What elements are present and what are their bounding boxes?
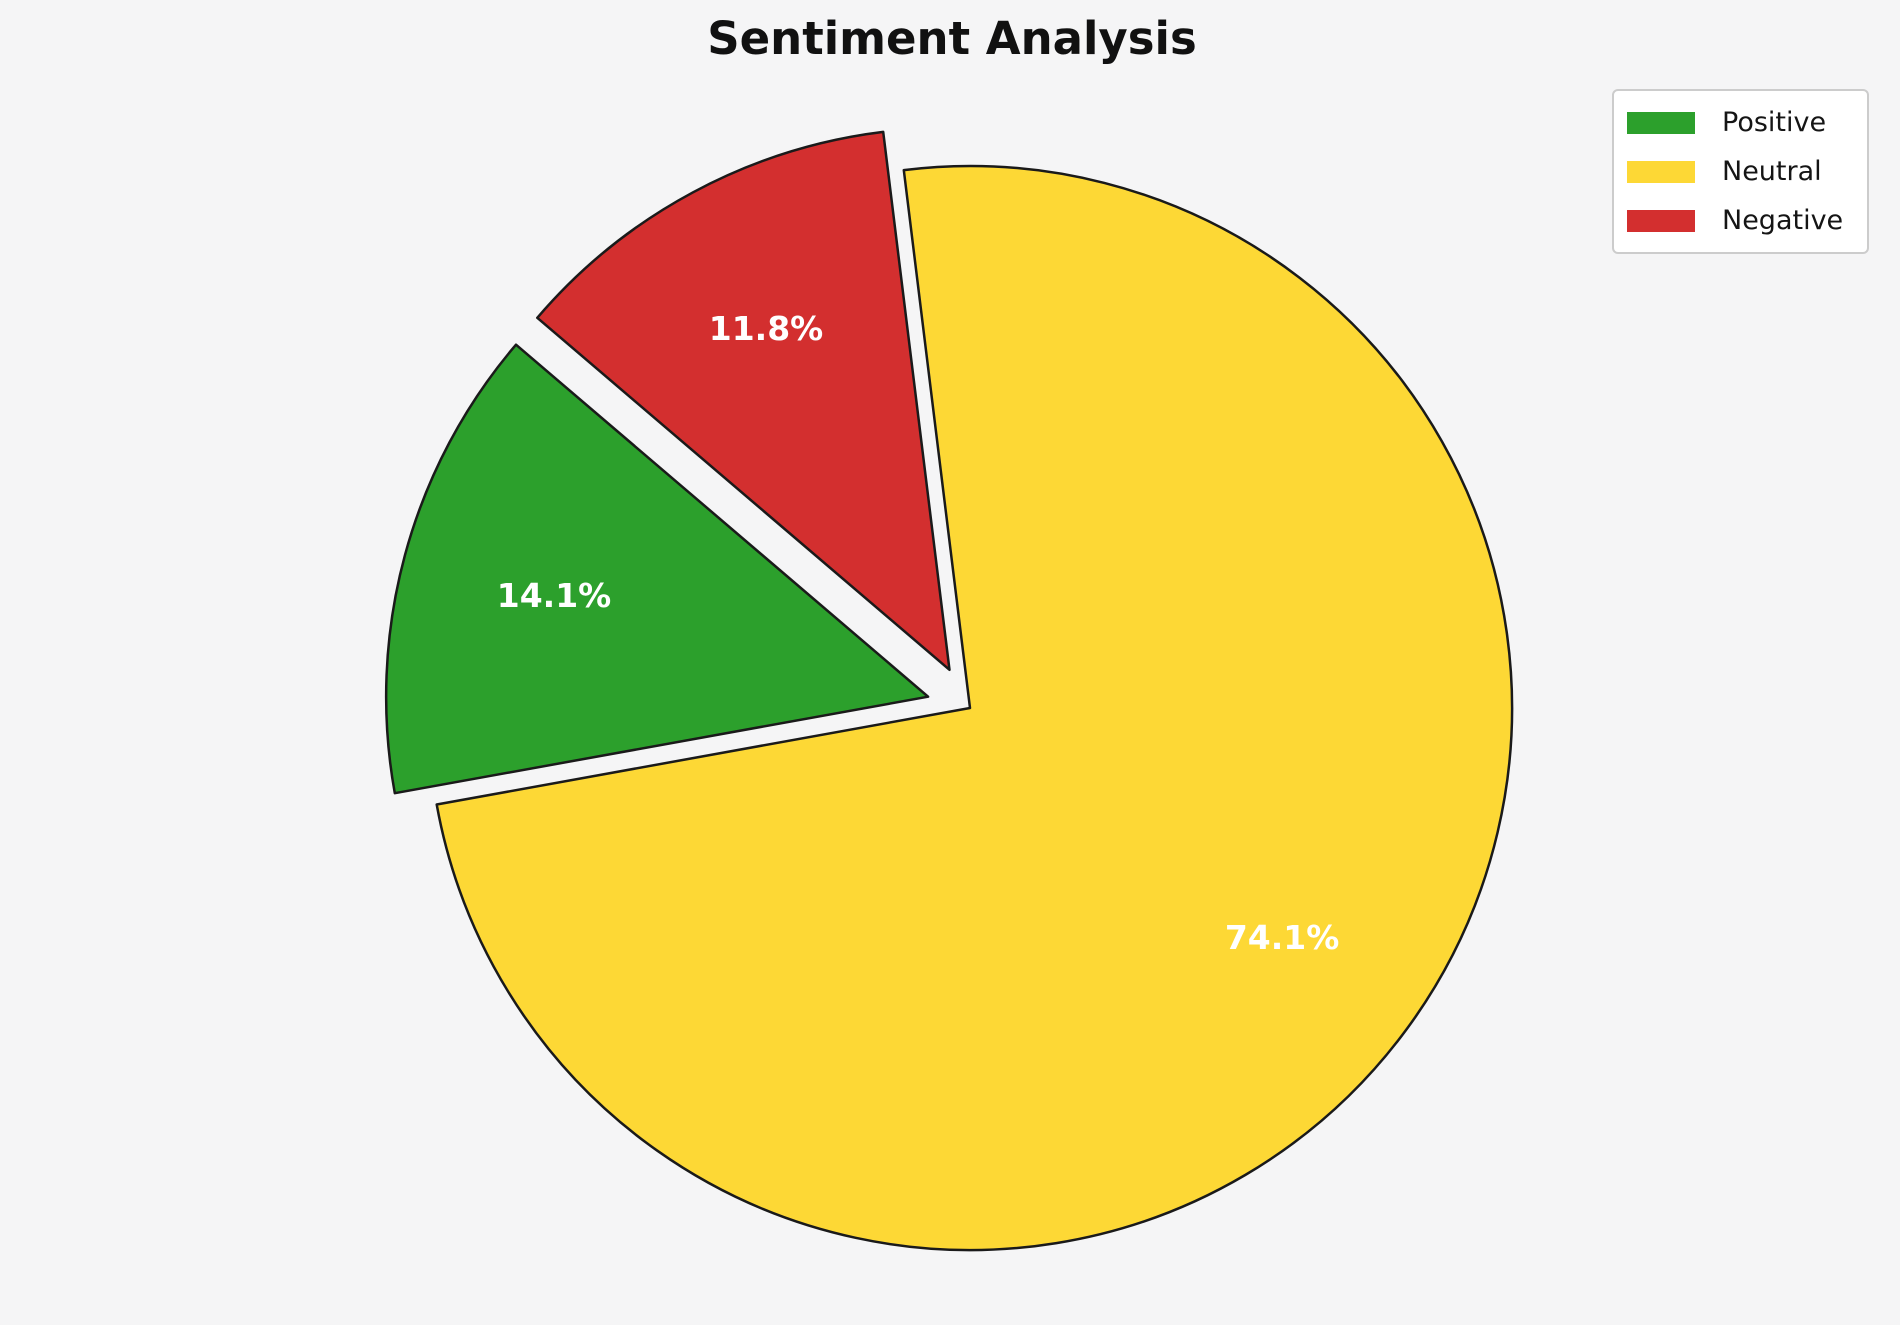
pie-pct-label-negative: 11.8% [709, 309, 824, 348]
legend: Positive Neutral Negative [1612, 89, 1870, 254]
pie-slice-positive [384, 343, 930, 795]
pie-slice-neutral [435, 164, 1514, 1252]
legend-swatch-positive [1627, 111, 1695, 134]
pie-pct-label-positive: 14.1% [497, 576, 612, 615]
legend-label-positive: Positive [1722, 107, 1827, 138]
legend-swatch-negative [1627, 209, 1695, 232]
legend-item-negative: Negative [1627, 196, 1843, 245]
legend-label-neutral: Neutral [1722, 156, 1822, 187]
pie-slice-negative [536, 130, 951, 672]
legend-label-negative: Negative [1722, 205, 1844, 236]
legend-item-neutral: Neutral [1627, 147, 1843, 196]
legend-swatch-neutral [1627, 160, 1695, 183]
legend-item-positive: Positive [1627, 98, 1843, 147]
pie-pct-label-neutral: 74.1% [1225, 918, 1340, 957]
chart-title: Sentiment Analysis [707, 12, 1197, 65]
